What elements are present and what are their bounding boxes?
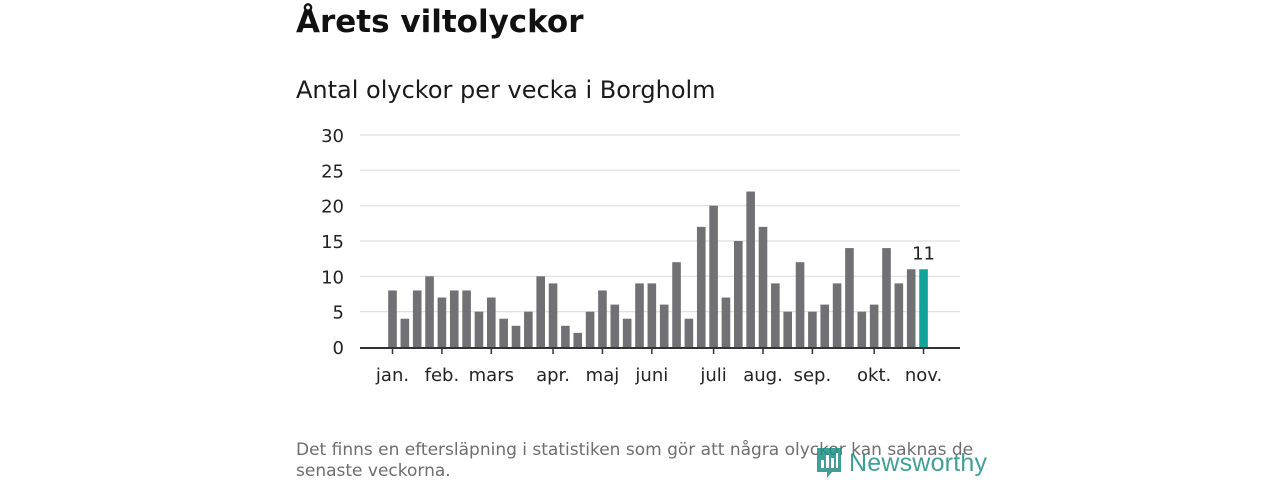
- bar: [894, 283, 904, 347]
- grid-lines: [360, 134, 960, 313]
- bar: [820, 304, 830, 347]
- bar: [795, 262, 805, 347]
- bar: [869, 304, 879, 347]
- bar: [536, 276, 545, 347]
- bar: [635, 283, 644, 347]
- axes: 0 5 10 15 20 25 30 11 jan. feb. mars apr. maj juni jul…: [321, 126, 960, 386]
- bar-current-week: [919, 269, 928, 347]
- y-tick-label: 0: [333, 338, 344, 359]
- x-tick-label: maj: [586, 365, 620, 386]
- bar: [585, 311, 595, 347]
- x-tick-label: aug.: [743, 365, 783, 386]
- x-tick-label: sep.: [794, 365, 832, 386]
- bar: [622, 318, 632, 347]
- bar: [882, 248, 891, 347]
- bar: [400, 318, 410, 347]
- bar: [684, 318, 694, 347]
- bar: [783, 311, 792, 347]
- bar: [610, 304, 620, 347]
- bar: [462, 290, 471, 347]
- y-tick-label: 25: [321, 161, 344, 182]
- x-tick-label: juni: [634, 365, 668, 386]
- bar: [598, 290, 607, 347]
- bar: [437, 297, 447, 347]
- y-tick-label: 15: [321, 232, 344, 253]
- bar: [412, 290, 422, 347]
- bar: [499, 318, 508, 347]
- bar: [845, 248, 854, 347]
- bars: [388, 191, 928, 347]
- bar: [758, 226, 768, 347]
- bar: [808, 311, 817, 347]
- bar: [561, 325, 570, 347]
- chart-subtitle: Antal olyckor per vecka i Borgholm: [296, 76, 716, 104]
- bar: [721, 297, 731, 347]
- bar: [474, 311, 484, 347]
- bar-chart: 0 5 10 15 20 25 30 11 jan. feb. mars apr. maj juni jul…: [321, 126, 960, 386]
- brand-logo: Newsworthy: [815, 446, 987, 480]
- bar: [511, 325, 521, 347]
- newsworthy-logo-icon: [817, 448, 841, 478]
- y-tick-label: 10: [321, 267, 344, 288]
- x-tick-label: juli: [699, 365, 726, 386]
- bar: [487, 297, 496, 347]
- bar: [857, 311, 867, 347]
- footnote: Det finns en eftersläpning i statistiken…: [296, 440, 974, 481]
- x-tick-label: okt.: [857, 365, 891, 386]
- bar: [548, 283, 558, 347]
- x-tick-label: nov.: [905, 365, 942, 386]
- bar: [771, 283, 780, 347]
- bar: [734, 241, 743, 347]
- y-tick-label: 20: [321, 197, 344, 218]
- bar: [425, 276, 434, 347]
- y-tick-label: 30: [321, 126, 344, 147]
- bar: [696, 226, 706, 347]
- x-tick-label: mars: [469, 365, 514, 386]
- bar: [388, 290, 397, 347]
- bar: [449, 290, 459, 347]
- bar: [906, 269, 916, 347]
- chart-title: Årets viltolyckor: [296, 4, 584, 40]
- y-tick-label: 5: [333, 303, 344, 324]
- bar: [672, 262, 681, 347]
- bar: [659, 304, 669, 347]
- bar: [647, 283, 657, 347]
- bar: [709, 205, 718, 347]
- brand-name: Newsworthy: [849, 448, 988, 477]
- x-tick-label: feb.: [425, 365, 460, 386]
- bar: [524, 311, 533, 347]
- bar-value-label: 11: [912, 243, 935, 264]
- x-tick-label: apr.: [536, 365, 570, 386]
- bar: [573, 332, 583, 347]
- bar: [746, 191, 755, 347]
- bar: [832, 283, 842, 347]
- x-tick-label: jan.: [375, 365, 409, 386]
